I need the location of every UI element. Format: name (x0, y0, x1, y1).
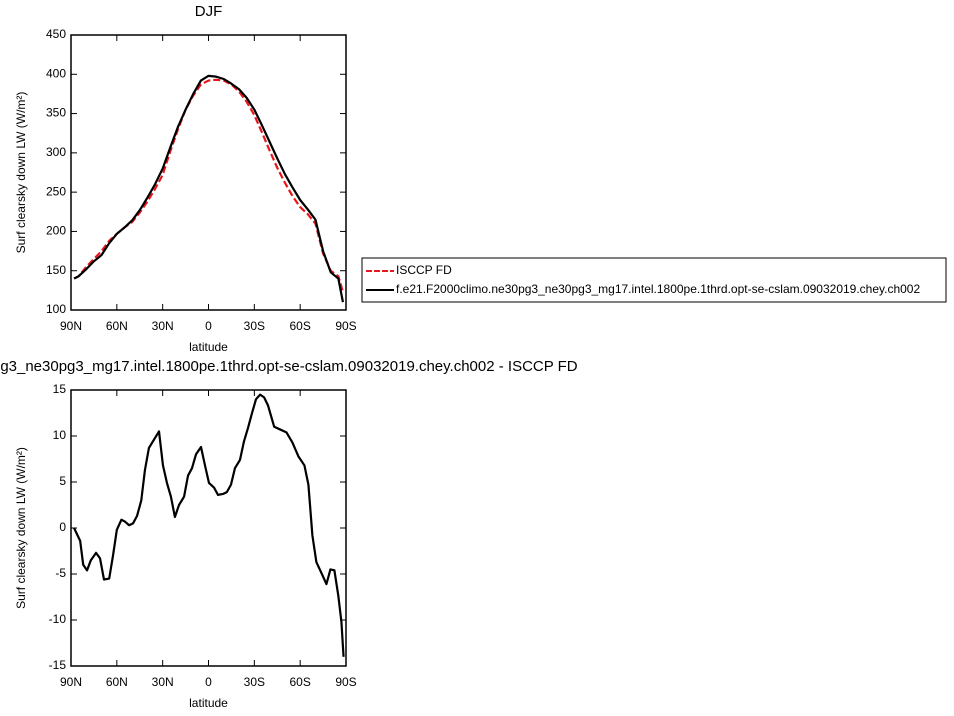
y-axis-label: Surf clearsky down LW (W/m²) (14, 447, 28, 609)
x-tick-label: 0 (205, 319, 212, 333)
x-tick-label: 30S (244, 319, 265, 333)
data-line (73, 74, 345, 303)
y-tick-label: 100 (46, 302, 66, 316)
chart-title: f.e21.F2000climo.ne30pg3_ne30pg3_mg17.in… (0, 358, 578, 375)
legend-box (361, 257, 947, 303)
legend-label: f.e21.F2000climo.ne30pg3_ne30pg3_mg17.in… (396, 282, 920, 296)
x-tick-label: 90N (60, 675, 82, 689)
x-tick-label: 0 (205, 675, 212, 689)
x-axis-label: latitude (189, 340, 228, 354)
legend: ISCCP FD f.e21.F2000climo.ne30pg3_ne30pg3… (361, 257, 947, 303)
x-tick-label: 60S (289, 675, 310, 689)
y-tick-label: -10 (49, 612, 67, 626)
y-tick-label: 150 (46, 263, 66, 277)
y-tick-label: 250 (46, 184, 66, 198)
x-axis-label: latitude (189, 696, 228, 710)
x-tick-label: 60S (289, 319, 310, 333)
y-axis-label: Surf clearsky down LW (W/m²) (14, 92, 28, 254)
x-tick-label: 90S (335, 675, 356, 689)
y-tick-label: 400 (46, 66, 66, 80)
chart-title: DJF (195, 3, 223, 20)
x-tick-label: 30N (152, 319, 174, 333)
y-tick-label: 450 (46, 27, 66, 41)
y-tick-label: 10 (53, 428, 67, 442)
y-tick-label: 350 (46, 106, 66, 120)
x-tick-label: 60N (106, 319, 128, 333)
y-tick-label: 5 (59, 474, 66, 488)
y-tick-label: -5 (55, 566, 66, 580)
data-line (73, 78, 344, 293)
x-tick-label: 30N (152, 675, 174, 689)
data-line (73, 393, 345, 657)
y-tick-label: 0 (59, 520, 66, 534)
legend-label: ISCCP FD (396, 263, 452, 277)
plot-frame (70, 34, 347, 311)
x-tick-label: 30S (244, 675, 265, 689)
x-tick-label: 90N (60, 319, 82, 333)
plot-frame (70, 389, 347, 667)
y-tick-label: 300 (46, 145, 66, 159)
y-tick-label: -15 (49, 658, 67, 672)
x-tick-label: 90S (335, 319, 356, 333)
y-tick-label: 15 (53, 382, 67, 396)
x-tick-label: 60N (106, 675, 128, 689)
y-tick-label: 200 (46, 224, 66, 238)
